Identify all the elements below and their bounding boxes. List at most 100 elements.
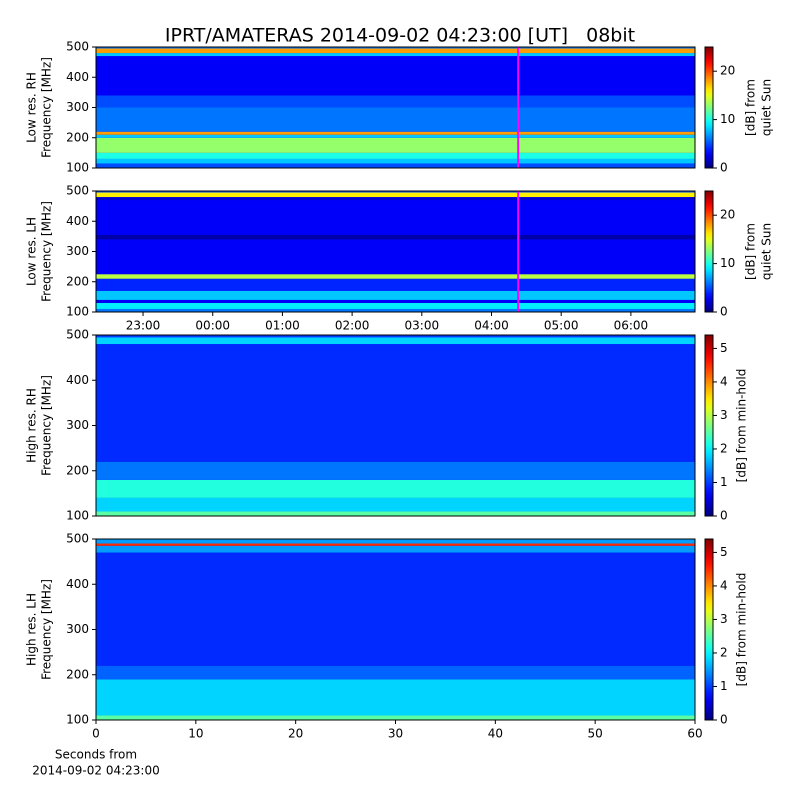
heat-band bbox=[96, 552, 695, 666]
colorbar-label: [dB] from min-hold bbox=[735, 573, 749, 687]
colorbar-tick-label: 2 bbox=[720, 441, 728, 455]
heat-band bbox=[96, 163, 695, 168]
colorbar-tick-label: 0 bbox=[720, 305, 728, 319]
colorbar-label: quiet Sun bbox=[760, 79, 774, 136]
heat-band bbox=[96, 335, 695, 338]
heat-band bbox=[96, 137, 695, 153]
x-tick-label: 30 bbox=[388, 727, 403, 741]
y-tick-label: 400 bbox=[66, 373, 89, 387]
y-tick-label: 300 bbox=[66, 100, 89, 114]
heat-band bbox=[96, 274, 695, 279]
heat-band bbox=[96, 511, 695, 516]
y-tick-label: 100 bbox=[66, 305, 89, 319]
y-axis-label: High res. RH bbox=[25, 388, 39, 463]
x-tick-label: 05:00 bbox=[544, 319, 579, 333]
heat-band bbox=[96, 337, 695, 345]
y-tick-label: 300 bbox=[66, 244, 89, 258]
y-tick-label: 500 bbox=[66, 40, 89, 54]
x-tick-label: 01:00 bbox=[265, 319, 300, 333]
y-tick-label: 400 bbox=[66, 577, 89, 591]
heat-band bbox=[96, 543, 695, 546]
colorbar-tick-label: 2 bbox=[720, 645, 728, 659]
heat-band bbox=[96, 47, 695, 49]
colorbar-tick-label: 3 bbox=[720, 408, 728, 422]
x-tick-label: 50 bbox=[588, 727, 603, 741]
x-tick-label: 03:00 bbox=[405, 319, 440, 333]
colorbar-tick-label: 20 bbox=[720, 64, 735, 78]
colorbar-tick-label: 4 bbox=[720, 374, 728, 388]
heat-band bbox=[96, 545, 695, 553]
heat-band bbox=[96, 152, 695, 159]
x-tick-label: 20 bbox=[288, 727, 303, 741]
heat-band bbox=[96, 278, 695, 291]
y-axis-label: Frequency [MHz] bbox=[40, 579, 54, 680]
heat-band bbox=[96, 497, 695, 512]
colorbar bbox=[704, 46, 714, 169]
x-tick-label: 06:00 bbox=[614, 319, 649, 333]
heat-band bbox=[96, 344, 695, 462]
colorbar-tick-label: 1 bbox=[720, 475, 728, 489]
y-tick-label: 100 bbox=[66, 509, 89, 523]
y-tick-label: 500 bbox=[66, 532, 89, 546]
y-tick-label: 200 bbox=[66, 130, 89, 144]
heat-band bbox=[96, 56, 695, 96]
heat-band bbox=[96, 290, 695, 300]
colorbar-tick-label: 5 bbox=[720, 545, 728, 559]
y-tick-label: 200 bbox=[66, 274, 89, 288]
heat-band bbox=[96, 539, 695, 544]
heat-band bbox=[96, 479, 695, 498]
heat-band bbox=[96, 234, 695, 240]
heat-band bbox=[96, 95, 695, 108]
colorbar bbox=[704, 334, 714, 517]
x-tick-label: 40 bbox=[488, 727, 503, 741]
colorbar-label: [dB] from bbox=[744, 79, 758, 136]
colorbar-tick-label: 10 bbox=[720, 112, 735, 126]
heat-band bbox=[96, 134, 695, 138]
heat-band bbox=[96, 48, 695, 54]
y-tick-label: 200 bbox=[66, 463, 89, 477]
x-tick-label: 04:00 bbox=[474, 319, 509, 333]
x-axis-label: 2014-09-02 04:23:00 bbox=[32, 764, 159, 778]
colorbar-label: [dB] from min-hold bbox=[735, 369, 749, 483]
y-axis-label: Low res. LH bbox=[25, 217, 39, 286]
heat-band bbox=[96, 197, 695, 201]
colorbar-tick-label: 4 bbox=[720, 578, 728, 592]
heat-band bbox=[96, 158, 695, 164]
y-tick-label: 100 bbox=[66, 161, 89, 175]
colorbar-tick-label: 20 bbox=[720, 208, 735, 222]
y-axis-label: Frequency [MHz] bbox=[40, 57, 54, 158]
heat-band bbox=[96, 308, 695, 312]
colorbar bbox=[704, 190, 714, 313]
x-tick-label: 0 bbox=[92, 727, 100, 741]
heat-band bbox=[96, 461, 695, 480]
x-tick-label: 00:00 bbox=[195, 319, 230, 333]
colorbar-tick-label: 0 bbox=[720, 161, 728, 175]
chart-title: IPRT/AMATERAS 2014-09-02 04:23:00 [UT] 0… bbox=[165, 25, 635, 47]
heat-band bbox=[96, 192, 695, 198]
heat-band bbox=[96, 665, 695, 680]
heat-band bbox=[96, 239, 695, 275]
colorbar-tick-label: 3 bbox=[720, 612, 728, 626]
x-tick-label: 10 bbox=[188, 727, 203, 741]
y-tick-label: 100 bbox=[66, 713, 89, 727]
heat-band bbox=[96, 299, 695, 303]
colorbar-tick-label: 0 bbox=[720, 713, 728, 727]
y-axis-label: Frequency [MHz] bbox=[40, 201, 54, 302]
x-tick-label: 60 bbox=[687, 727, 702, 741]
y-tick-label: 500 bbox=[66, 184, 89, 198]
y-tick-label: 200 bbox=[66, 667, 89, 681]
y-tick-label: 400 bbox=[66, 214, 89, 228]
x-axis-label: Seconds from bbox=[55, 748, 137, 762]
heat-band bbox=[96, 302, 695, 309]
y-tick-label: 400 bbox=[66, 70, 89, 84]
y-tick-label: 300 bbox=[66, 418, 89, 432]
heat-band bbox=[96, 131, 695, 135]
y-tick-label: 300 bbox=[66, 622, 89, 636]
colorbar-tick-label: 10 bbox=[720, 256, 735, 270]
colorbar-tick-label: 0 bbox=[720, 509, 728, 523]
x-tick-label: 23:00 bbox=[126, 319, 161, 333]
colorbar-label: quiet Sun bbox=[760, 223, 774, 280]
heat-band bbox=[96, 107, 695, 132]
colorbar-tick-label: 5 bbox=[720, 341, 728, 355]
